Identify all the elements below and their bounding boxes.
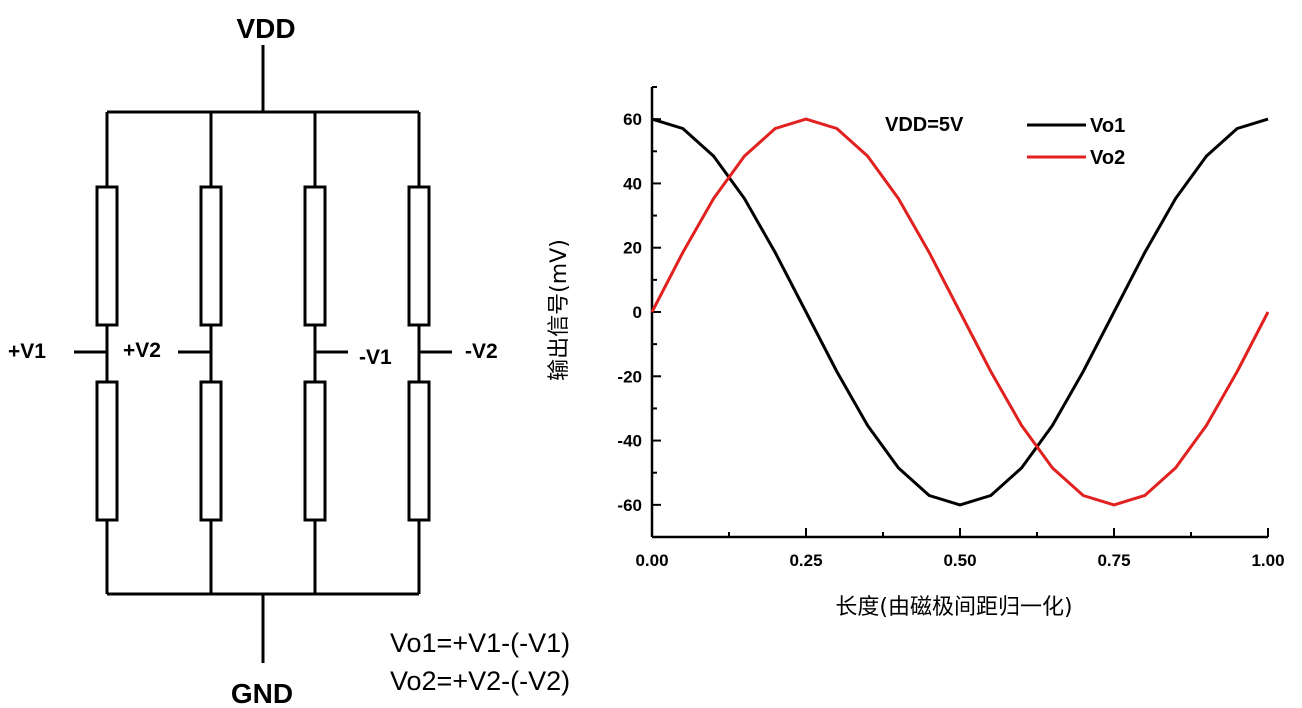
x-axis-title: 长度(由磁极间距归一化) [835, 595, 1072, 620]
y-tick-label: 20 [623, 239, 642, 258]
bridge-circuit-diagram: VDD GND +V1 +V2 -V1 -V2 [8, 13, 498, 708]
tap-label-pos-v2: +V2 [123, 339, 161, 362]
x-tick-label: 0.75 [1097, 551, 1130, 570]
formula-vo1: Vo1=+V1-(-V1) [390, 628, 571, 658]
series-line-vo2 [650, 117, 1270, 507]
branch-3 [303, 112, 348, 594]
y-tick-label: -20 [617, 367, 642, 386]
series-line-vo1 [651, 117, 1269, 507]
tap-label-neg-v2: -V2 [465, 340, 498, 363]
resistor-lower-1 [95, 380, 119, 522]
branch-2 [178, 112, 223, 594]
gnd-label: GND [231, 678, 293, 708]
formula-vo2: Vo2=+V2-(-V2) [390, 666, 571, 696]
resistor-upper-3 [303, 185, 327, 327]
y-tick-label: 0 [633, 303, 642, 322]
resistor-lower-3 [303, 380, 327, 522]
resistor-upper-1 [95, 185, 119, 327]
y-tick-label: -40 [617, 432, 642, 451]
chart-annotation: VDD=5V [885, 114, 964, 136]
x-tick-label: 1.00 [1251, 551, 1284, 570]
vdd-label: VDD [236, 13, 295, 44]
legend-label-vo1: Vo1 [1090, 115, 1125, 137]
resistor-lower-4 [407, 380, 431, 522]
tap-label-neg-v1: -V1 [359, 346, 392, 369]
resistor-lower-2 [199, 380, 223, 522]
branch-4 [407, 112, 452, 594]
x-tick-label: 0.50 [943, 551, 976, 570]
legend-label-vo2: Vo2 [1090, 147, 1125, 169]
y-tick-label: -60 [617, 496, 642, 515]
resistor-upper-2 [199, 185, 223, 327]
branch-1 [74, 112, 119, 594]
x-tick-label: 0.25 [789, 551, 822, 570]
resistor-upper-4 [407, 185, 431, 327]
y-tick-label: 60 [623, 110, 642, 129]
tap-label-pos-v1: +V1 [8, 340, 46, 363]
x-tick-label: 0.00 [635, 551, 668, 570]
y-tick-label: 40 [623, 174, 642, 193]
